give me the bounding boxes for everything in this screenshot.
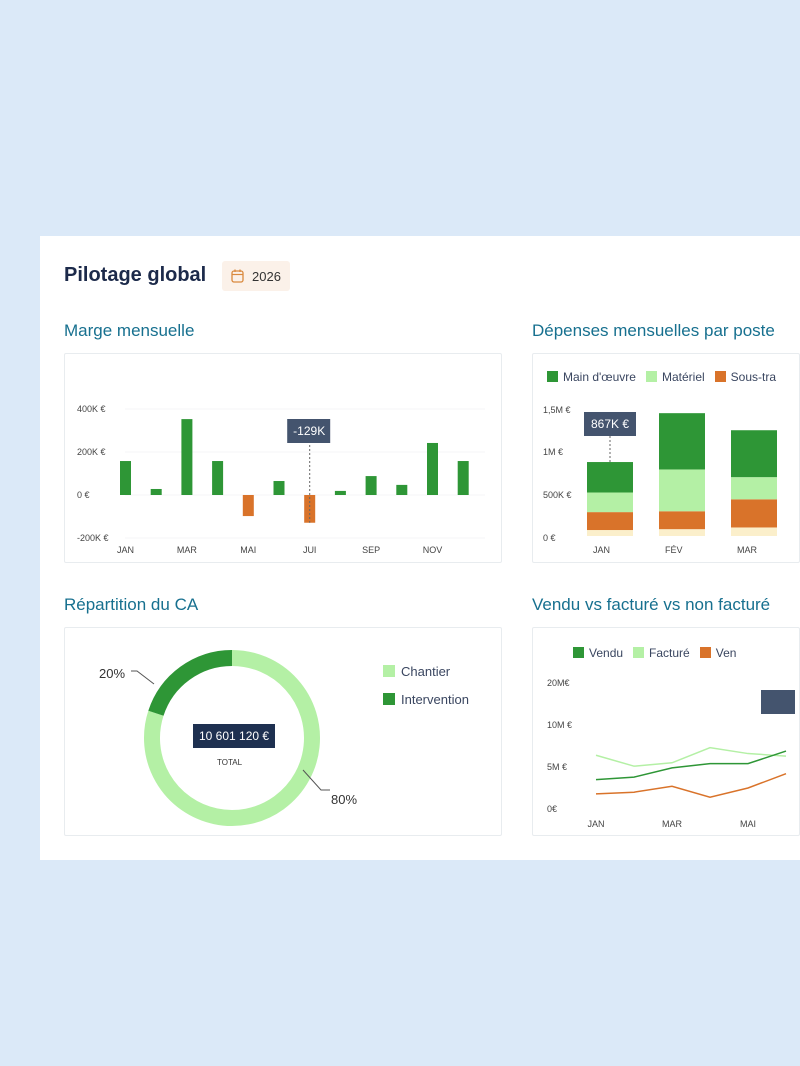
bar-AVR [212,461,224,495]
tooltip-box [287,419,331,443]
y-tick-label: 1,5M € [543,405,571,415]
leader-line [131,670,155,685]
legend-vendu[interactable]: Vendu [573,646,623,660]
page-title: Pilotage global [64,264,207,286]
y-tick-label: 1M € [543,447,563,457]
x-tick-label: SEP [362,545,380,555]
bar-MAR-2 [731,477,777,500]
x-tick-label: JUI [303,545,317,555]
leader-line [302,769,330,791]
tooltip-label: 867K € [591,417,629,431]
x-tick-label: JAN [587,819,604,829]
slice-label: 20% [99,666,125,681]
bar-FÉV [150,488,162,495]
repartition-title: Répartition du CA [64,595,199,614]
bar-FÉV-1 [659,511,705,530]
bar-OCT [396,484,408,495]
year-value: 2026 [252,268,281,284]
bar-MAI [242,495,254,517]
y-tick-label: 0€ [547,804,557,814]
legend-intervention[interactable]: Intervention [383,686,469,714]
depenses-card: Main d'œuvre Matériel Sous-tra 1,5M € 1M … [532,353,800,563]
y-tick-label: 5M € [547,762,567,772]
y-tick-label: 20M€ [547,678,570,688]
bar-JAN-0 [587,530,633,536]
bar-DÉC [457,461,469,495]
bar-MAR-1 [731,499,777,528]
vendu-card: Vendu Facturé Ven 20M€ 10M € 5M € 0€ JAN MAR M… [532,627,800,836]
line-Vendu [595,750,787,781]
y-tick-label: 500K € [543,490,572,500]
vendu-legend: Vendu Facturé Ven [573,646,797,660]
legend-chantier[interactable]: Chantier [383,658,469,686]
repartition-legend: Chantier Intervention [383,658,469,714]
slice-label: 80% [331,792,357,807]
tooltip-label: -129K [293,424,325,438]
y-tick-label: -200K € [77,533,109,543]
y-tick-label: 0 € [543,533,556,543]
bar-MAR-0 [731,527,777,536]
y-tick-label: 10M € [547,720,572,730]
marge-chart: 400K € 200K € 0 € -200K € -129K JAN MAR MAI JUI S… [77,404,485,555]
x-tick-label: JAN [117,545,134,555]
bar-JAN-3 [587,462,633,493]
x-tick-label: MAR [177,545,198,555]
x-tick-label: JAN [593,545,610,555]
depenses-title: Dépenses mensuelles par poste [532,321,775,340]
bar-JAN [120,461,131,495]
legend-main-oeuvre[interactable]: Main d'œuvre [547,370,636,384]
total-label: TOTAL [217,758,243,767]
dashboard-panel: Pilotage global 2026 Marge mensuelle Dép… [40,236,800,860]
y-tick-label: 0 € [77,490,90,500]
depenses-chart: 1,5M € 1M € 500K € 0 € JAN 867K € FÉV MAR [543,405,777,555]
y-tick-label: 400K € [77,404,106,414]
vendu-chart: 20M€ 10M € 5M € 0€ JAN MAR MAI [547,678,795,829]
depenses-legend: Main d'œuvre Matériel Sous-tra [547,370,795,384]
bar-FÉV-0 [659,529,705,536]
vendu-title: Vendu vs facturé vs non facturé [532,595,771,614]
bar-JAN-1 [587,512,633,531]
bar-FÉV-2 [659,469,705,512]
tooltip-box [584,412,636,436]
calendar-icon [231,269,244,283]
legend-non-facture[interactable]: Ven [699,646,736,660]
bar-JUN [273,481,285,495]
y-tick-label: 200K € [77,447,106,457]
line-Facturé [595,746,787,767]
line-Ven [595,773,787,799]
bar-FÉV-3 [659,413,705,470]
bar-NOV [427,442,438,495]
bar-JAN-2 [587,492,633,513]
x-tick-label: MAI [240,545,256,555]
repartition-card: 80% 20% Chantier Intervention 10 601 120 … [64,627,502,836]
x-tick-label: FÉV [665,545,683,555]
repartition-chart: 80% 20% [99,650,357,826]
legend-facture[interactable]: Facturé [633,646,690,660]
tooltip-box [761,690,795,714]
x-tick-label: MAR [662,819,683,829]
year-selector[interactable]: 2026 [222,261,290,291]
marge-card: 400K € 200K € 0 € -200K € -129K JAN MAR MAI JUI S… [64,353,502,563]
marge-title: Marge mensuelle [64,321,195,340]
legend-sous-traitance[interactable]: Sous-tra [714,370,776,384]
bar-AOÛ [334,490,346,495]
total-value: 10 601 120 € [193,724,276,748]
donut-slice-Intervention [148,650,233,716]
x-tick-label: MAI [740,819,756,829]
bar-MAR [181,419,193,495]
bar-MAR-3 [731,430,777,478]
bar-JUI [304,495,316,523]
x-tick-label: MAR [737,545,758,555]
x-tick-label: NOV [423,545,443,555]
donut-slice-Chantier [144,650,320,826]
legend-materiel[interactable]: Matériel [645,370,705,384]
bar-SEP [365,476,377,495]
